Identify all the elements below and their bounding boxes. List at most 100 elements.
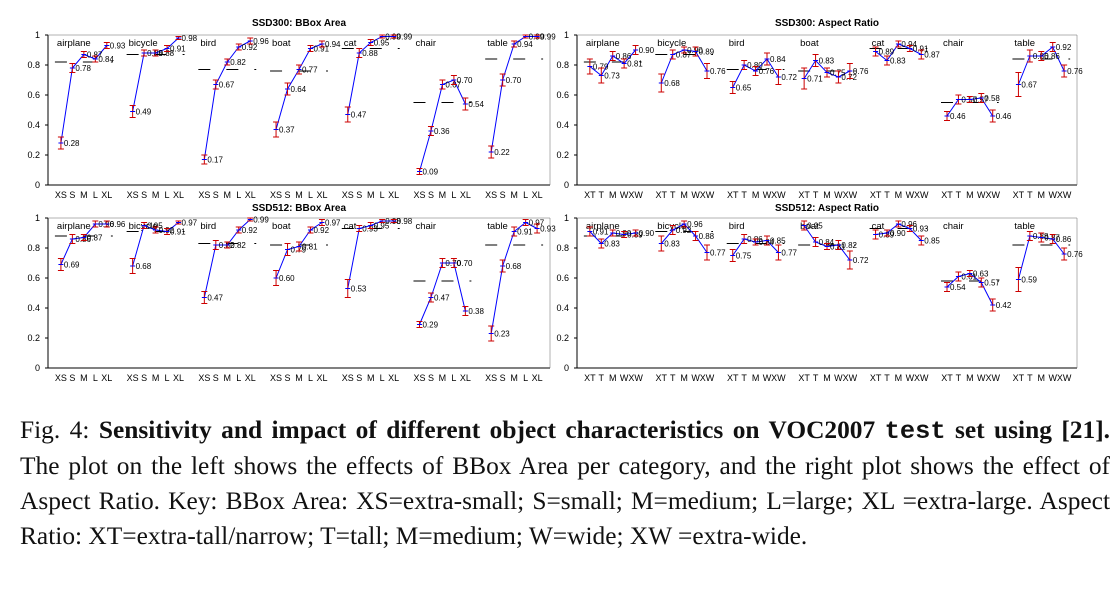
x-tick-label: XL: [388, 190, 399, 200]
y-tick-label: 0.6: [556, 273, 569, 283]
group-label: bird: [200, 221, 216, 232]
data-label: 0.42: [996, 301, 1012, 310]
data-label: 0.37: [279, 126, 295, 135]
x-tick-label: XW: [628, 190, 643, 200]
x-tick-label: M: [680, 373, 688, 383]
x-tick-label: S: [356, 190, 362, 200]
caption-bold-text-2: set using [21].: [955, 416, 1110, 444]
x-tick-label: XL: [388, 373, 399, 383]
x-tick-label: XT: [727, 373, 739, 383]
data-label: 0.09: [422, 168, 438, 177]
x-tick-label: T: [956, 373, 962, 383]
x-tick-label: M: [680, 190, 688, 200]
y-tick-label: 0.4: [27, 120, 40, 130]
group-label: chair: [943, 221, 964, 232]
x-tick-label: W: [834, 373, 843, 383]
y-tick-label: 0.4: [556, 303, 569, 313]
x-tick-label: M: [80, 373, 88, 383]
y-tick-label: 0.6: [27, 273, 40, 283]
data-label: 0.87: [87, 51, 103, 60]
x-tick-label: S: [428, 373, 434, 383]
y-tick-label: 0.6: [556, 90, 569, 100]
group-label: cat: [872, 38, 885, 49]
x-tick-label: XL: [101, 373, 112, 383]
data-label: 0.87: [924, 51, 940, 60]
chart-title: SSD512: BBox Area: [252, 203, 347, 214]
x-tick-label: M: [895, 190, 903, 200]
x-tick-label: XW: [843, 190, 858, 200]
caption-bold-text: Sensitivity and impact of different obje…: [98, 416, 876, 444]
x-tick-label: M: [1038, 190, 1046, 200]
figure: SSD300: BBox Area 0 0.2 0.4 0.6 0.8 1 airplane 0…: [27, 18, 1083, 383]
data-label: 0.83: [819, 57, 835, 66]
x-tick-label: XL: [173, 190, 184, 200]
chart-title: SSD512: Aspect Ratio: [775, 203, 879, 214]
x-tick-label: XL: [532, 373, 543, 383]
group-label: boat: [272, 38, 291, 49]
x-tick-label: M: [152, 373, 160, 383]
x-tick-label: XW: [771, 373, 786, 383]
data-label: 0.94: [901, 40, 917, 49]
data-label: 0.86: [616, 52, 632, 61]
y-tick-label: 1: [35, 213, 40, 223]
x-tick-label: XT: [870, 190, 882, 200]
x-tick-label: XS: [342, 190, 354, 200]
x-tick-label: S: [356, 373, 362, 383]
x-tick-label: T: [813, 373, 819, 383]
x-tick-label: L: [165, 190, 170, 200]
group-label: table: [487, 38, 508, 49]
x-tick-label: T: [741, 373, 747, 383]
x-tick-label: XS: [198, 373, 210, 383]
data-label: 0.81: [302, 243, 318, 252]
x-tick-label: XT: [727, 190, 739, 200]
x-tick-label: M: [510, 190, 518, 200]
x-tick-label: M: [439, 190, 447, 200]
y-tick-label: 1: [564, 30, 569, 40]
data-label: 0.94: [325, 40, 341, 49]
data-label: 0.85: [924, 237, 940, 246]
data-label: 0.53: [351, 285, 367, 294]
data-label: 0.84: [770, 55, 786, 64]
group-label: bird: [729, 221, 745, 232]
x-tick-label: L: [236, 373, 241, 383]
x-tick-label: XS: [413, 190, 425, 200]
x-tick-label: M: [752, 373, 760, 383]
y-tick-label: 0.2: [27, 333, 40, 343]
figure-svg: SSD300: BBox Area00.20.40.60.81airplane0…: [27, 18, 1083, 383]
data-label: 0.77: [710, 249, 726, 258]
y-tick-label: 0.8: [27, 60, 40, 70]
x-tick-label: XW: [1057, 373, 1072, 383]
data-label: 0.99: [540, 33, 556, 42]
data-label: 0.91: [593, 228, 609, 237]
data-label: 0.70: [457, 76, 473, 85]
data-label: 0.46: [950, 112, 966, 121]
x-tick-label: W: [620, 190, 629, 200]
x-tick-label: W: [906, 373, 915, 383]
data-label: 0.88: [699, 232, 715, 241]
group-label: table: [487, 221, 508, 232]
x-tick-label: XT: [656, 190, 668, 200]
data-label: 0.22: [494, 148, 510, 157]
data-label: 0.65: [736, 84, 752, 93]
x-tick-label: S: [285, 190, 291, 200]
x-tick-label: XL: [316, 190, 327, 200]
data-label: 0.68: [664, 79, 680, 88]
y-tick-label: 0.8: [556, 243, 569, 253]
group-label: airplane: [586, 221, 620, 232]
data-label: 0.97: [182, 219, 198, 228]
data-label: 0.89: [699, 48, 715, 57]
group-label: boat: [800, 221, 819, 232]
x-tick-label: M: [224, 373, 232, 383]
data-label: 0.96: [253, 37, 269, 46]
x-tick-label: T: [741, 190, 747, 200]
x-tick-label: XL: [245, 190, 256, 200]
group-label: airplane: [57, 221, 91, 232]
x-tick-label: M: [1038, 373, 1046, 383]
data-label: 0.77: [302, 66, 318, 75]
data-label: 0.60: [279, 274, 295, 283]
series-line: [490, 36, 538, 153]
caption-body: The plot on the left shows the effects o…: [20, 452, 1110, 550]
data-label: 0.29: [422, 321, 438, 330]
x-tick-label: T: [670, 190, 676, 200]
data-label: 0.67: [219, 81, 235, 90]
